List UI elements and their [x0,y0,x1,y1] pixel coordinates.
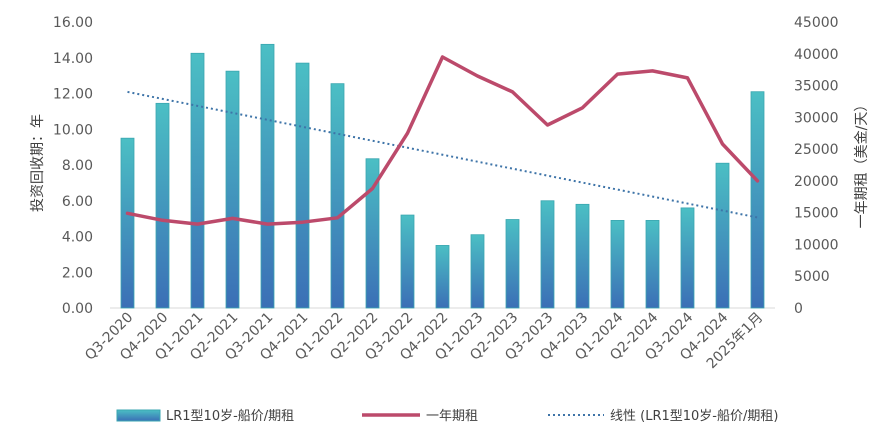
bar [680,207,695,309]
trendline-series [127,90,758,219]
bar [645,220,660,309]
bar [715,162,730,309]
right-y-tick-label: 35000 [794,79,839,95]
legend-bar-swatch [116,409,161,422]
left-y-tick-label: 4.00 [62,230,93,246]
left-y-tick-label: 14.00 [53,51,93,67]
bar [330,83,345,309]
left-y-tick-label: 0.00 [62,301,93,317]
x-tick-labels: Q3-2020Q4-2020Q1-2021Q2-2021Q3-2021Q4-20… [82,309,766,372]
bar [540,200,555,309]
right-y-tick-labels: 0 5000 10000 15000 20000 25000 30000 35000 40000… [794,15,839,317]
bar [505,219,520,309]
bar [365,158,380,309]
left-y-tick-labels: 0.00 2.00 4.00 6.00 8.00 10.00 12.00 14.00 16.00 [53,15,93,317]
left-y-tick-label: 8.00 [62,158,93,174]
right-y-tick-label: 40000 [794,47,839,63]
right-axis-title: 一年期租（美金/天） [854,98,870,229]
legend: LR1型10岁-船价/期租 一年期租 线性 (LR1型10岁-船价/期租) [116,409,778,424]
legend-trendline-label: 线性 (LR1型10岁-船价/期租) [610,409,778,424]
right-y-tick-label: 45000 [794,15,839,31]
bar [750,91,765,309]
right-y-tick-label: 0 [794,301,803,317]
left-y-tick-label: 6.00 [62,194,93,210]
line-path [125,55,760,226]
right-y-tick-label: 15000 [794,206,839,222]
left-y-tick-label: 2.00 [62,265,93,281]
bar [400,214,415,309]
left-y-tick-label: 16.00 [53,15,93,31]
bar [435,245,450,309]
right-y-tick-label: 20000 [794,174,839,190]
bar-series [120,43,765,309]
bar [155,102,170,309]
left-y-tick-label: 12.00 [53,87,93,103]
right-y-tick-label: 30000 [794,110,839,126]
right-y-tick-label: 25000 [794,142,839,158]
bar [610,220,625,309]
trendline [127,90,758,219]
bar [470,234,485,309]
legend-line-label: 一年期租 [426,409,478,424]
left-axis-title: 投资回收期：年 [30,114,46,212]
bar [225,70,240,309]
bar [190,52,205,309]
legend-bar-label: LR1型10岁-船价/期租 [166,409,294,424]
bar [260,43,275,309]
bar [295,62,310,309]
line-series [125,55,760,226]
right-y-tick-label: 10000 [794,237,839,253]
bar [575,203,590,309]
left-y-tick-label: 10.00 [53,122,93,138]
bar [120,137,135,309]
right-y-tick-label: 5000 [794,269,830,285]
